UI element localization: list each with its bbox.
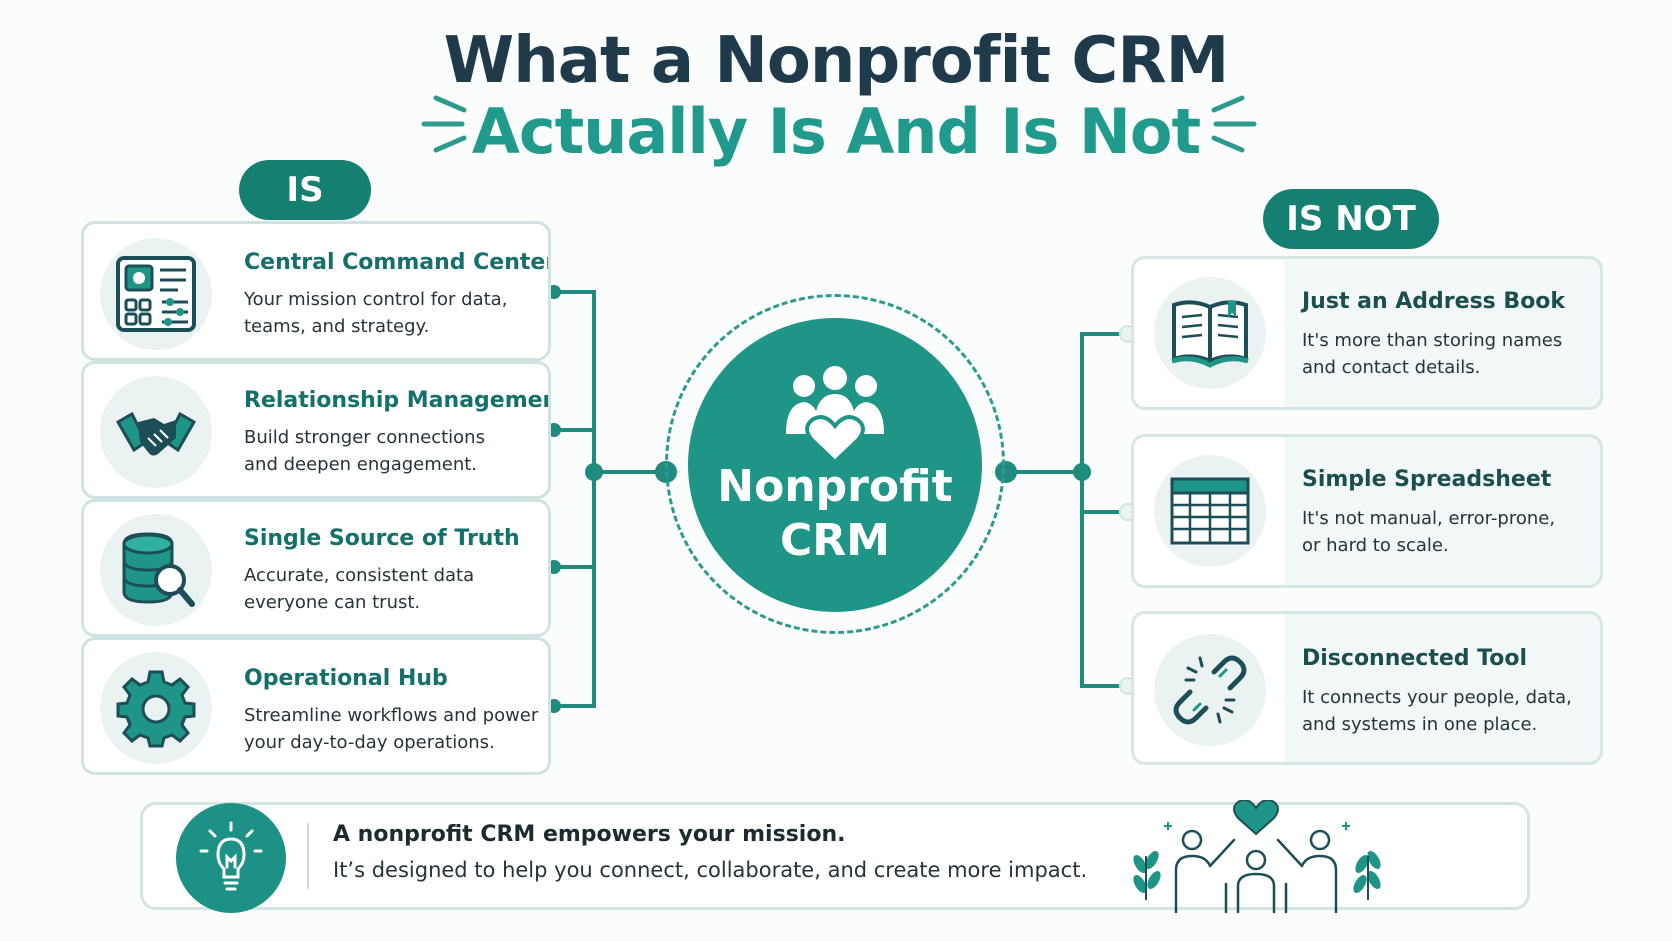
spreadsheet-icon [1170,477,1250,545]
is-card-4: Operational Hub Streamline workflows and… [81,637,551,775]
is-label: IS [239,160,371,220]
is-not-card-3-desc-1: It connects your people, data, [1302,687,1572,708]
is-card-1-desc: Your mission control for data, teams, an… [244,286,544,340]
is-card-2-desc-1: Build stronger connections [244,427,485,448]
center-label: Nonprofit CRM [688,460,982,568]
database-search-icon-circle [100,514,212,626]
dashboard-icon [116,256,196,332]
burst-left-icon [421,95,467,153]
is-not-card-3: Disconnected Tool It connects your peopl… [1131,611,1603,765]
lightbulb-icon-circle [176,803,286,913]
is-card-3: Single Source of Truth Accurate, consist… [81,499,551,637]
is-not-card-2-desc-1: It's not manual, error-prone, [1302,508,1556,529]
is-card-4-desc: Streamline workflows and power your day-… [244,702,544,756]
is-not-card-1-desc: It's more than storing names and contact… [1302,327,1600,381]
is-card-3-desc-1: Accurate, consistent data [244,565,475,586]
is-not-card-3-desc-2: and systems in one place. [1302,714,1538,735]
gear-icon [116,670,196,748]
handshake-icon [116,411,196,456]
people-heart-icon [786,366,884,464]
broken-link-icon-circle [1154,634,1266,746]
is-card-2-title: Relationship Management [244,388,551,413]
is-card-3-desc-2: everyone can trust. [244,592,421,613]
is-not-card-3-desc: It connects your people, data, and syste… [1302,684,1600,738]
book-icon [1171,300,1249,368]
is-card-3-title: Single Source of Truth [244,526,520,551]
lightbulb-icon [199,821,263,891]
database-search-icon [122,532,195,607]
is-card-1: Central Command Center Your mission cont… [81,221,551,361]
book-icon-circle [1154,277,1266,389]
burst-right-icon [1211,95,1257,153]
is-not-card-1: Just an Address Book It's more than stor… [1131,256,1603,410]
is-card-4-title: Operational Hub [244,666,448,691]
title-line-2: Actually Is And Is Not [471,95,1201,168]
footer-banner [140,802,1530,910]
is-not-label: IS NOT [1263,189,1439,249]
center-dashed-ring [665,294,1005,634]
is-card-4-desc-1: Streamline workflows and power [244,705,539,726]
is-not-card-1-desc-1: It's more than storing names [1302,330,1563,351]
is-card-2-desc: Build stronger connections and deepen en… [244,424,544,478]
is-not-card-2: Simple Spreadsheet It's not manual, erro… [1131,434,1603,588]
footer-line-2: It’s designed to help you connect, colla… [333,858,1088,882]
is-not-card-2-desc: It's not manual, error-prone, or hard to… [1302,505,1600,559]
gear-icon-circle [100,652,212,764]
is-not-card-1-desc-2: and contact details. [1302,357,1481,378]
is-not-card-2-desc-2: or hard to scale. [1302,535,1449,556]
spreadsheet-icon-circle [1154,455,1266,567]
footer-line-1: A nonprofit CRM empowers your mission. [333,822,846,847]
is-not-card-2-title: Simple Spreadsheet [1302,467,1552,492]
handshake-icon-circle [100,376,212,488]
dashboard-icon-circle [100,238,212,350]
center-label-line1: Nonprofit [717,461,953,512]
is-card-1-desc-1: Your mission control for data, [244,289,508,310]
title-line-1: What a Nonprofit CRM [443,24,1230,98]
center-label-line2: CRM [780,515,890,566]
is-not-card-1-title: Just an Address Book [1302,289,1566,314]
broken-link-icon [1173,655,1247,725]
is-card-3-desc: Accurate, consistent data everyone can t… [244,562,544,616]
is-not-card-3-title: Disconnected Tool [1302,646,1528,671]
footer-divider [307,823,309,889]
is-card-4-desc-2: your day-to-day operations. [244,732,495,753]
is-card-2: Relationship Management Build stronger c… [81,361,551,499]
is-card-2-desc-2: and deepen engagement. [244,454,478,475]
is-card-1-desc-2: teams, and strategy. [244,316,430,337]
is-card-1-title: Central Command Center [244,250,551,275]
community-heart-icon [1133,800,1381,914]
